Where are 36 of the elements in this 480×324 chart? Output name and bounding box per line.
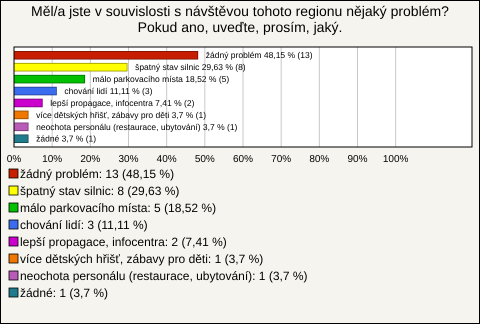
text: neochota personálu (restaurace, ubytování): 1 (3,7 %) <box>20 269 308 283</box>
x-tick-label: 30% <box>118 154 139 165</box>
x-tick-label: 100% <box>382 154 409 165</box>
bar <box>14 74 86 84</box>
x-tick-label: 80% <box>309 154 330 165</box>
x-tick-label: 0% <box>6 154 22 165</box>
bar <box>14 62 128 72</box>
category-label: žádné 3,7 % (1) <box>36 134 96 144</box>
chart-title: Měl/a jste v souvislosti s návštěvou tohoto regionu nějaký problém? Pokud ano, uveďte, prosím, jaký. <box>31 3 450 35</box>
text: žádné: 1 (3,7 %) <box>20 286 108 300</box>
text: lepší propagace, infocentra: 2 (7,41 %) <box>20 235 227 249</box>
text: málo parkovacího místa: 5 (18,52 %) <box>20 201 216 215</box>
x-tick-label: 70% <box>271 154 292 165</box>
bar <box>14 50 198 60</box>
category-label: neochota personálu (restaurace, ubytování) 3,7 % (1) <box>36 122 238 132</box>
x-tick-label: 90% <box>347 154 368 165</box>
x-tick-label: 50% <box>194 154 215 165</box>
text: špatný stav silnic: 8 (29,63 %) <box>20 184 180 198</box>
bar <box>14 98 43 108</box>
x-tick-label: 60% <box>232 154 254 165</box>
category-label: lepší propagace, infocentra 7,41 % (2) <box>50 98 194 108</box>
x-tick-label: 20% <box>80 154 100 165</box>
bar <box>14 122 29 132</box>
bar <box>14 110 29 120</box>
category-label: více dětských hřišť, zábavy pro děti 3,7 % (1) <box>36 110 206 120</box>
x-tick-label: 40% <box>156 154 177 165</box>
category-label: špatný stav silnic 29,63 % (8) <box>135 62 246 72</box>
x-tick-label: 10% <box>42 154 62 165</box>
category-label: žádný problém 48,15 % (13) <box>206 50 313 60</box>
text: více dětských hřišť, zábavy pro děti: 1 (3,7 %) <box>20 252 264 266</box>
bar <box>14 86 57 96</box>
category-label: chování lidí 11,11 % (3) <box>64 86 152 96</box>
bar <box>14 134 29 144</box>
category-label: málo parkovacího místa 18,52 % (5) <box>92 74 230 84</box>
text: chování lidí: 3 (11,11 %) <box>20 218 148 232</box>
text: žádný problém: 13 (48,15 %) <box>20 167 174 181</box>
